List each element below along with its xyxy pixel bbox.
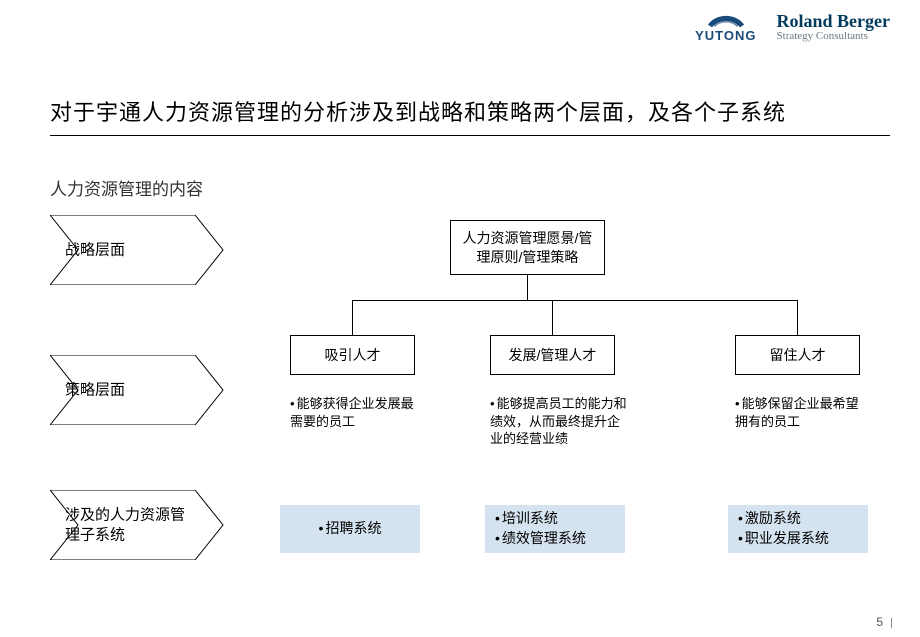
chevron-strategic-label: 战略层面 — [65, 240, 185, 260]
yutong-text: YUTONG — [695, 28, 756, 43]
connector — [797, 300, 798, 335]
system-item: 培训系统 — [495, 509, 615, 529]
header-logos: YUTONG Roland Berger Strategy Consultant… — [695, 10, 890, 43]
system-item: 激励系统 — [738, 509, 858, 529]
connector — [352, 300, 353, 335]
chevron-subsystems-label: 涉及的人力资源管理子系统 — [65, 506, 185, 545]
sysbox-0: 招聘系统 — [280, 505, 420, 553]
connector — [527, 275, 528, 300]
rb-sub: Strategy Consultants — [777, 30, 868, 42]
bullets-0: 能够获得企业发展最需要的员工 — [290, 395, 425, 430]
col-box-1: 发展/管理人才 — [490, 335, 615, 375]
yutong-arc-icon — [706, 10, 746, 28]
connector — [352, 300, 798, 301]
chevron-strategic: 战略层面 — [50, 215, 225, 285]
bullet: 能够保留企业最希望拥有的员工 — [735, 395, 870, 430]
chevron-subsystems: 涉及的人力资源管理子系统 — [50, 490, 225, 560]
chevron-tactical-label: 策略层面 — [65, 380, 185, 400]
bullets-1: 能够提高员工的能力和绩效，从而最终提升企业的经营业绩 — [490, 395, 630, 448]
sysbox-1: 培训系统 绩效管理系统 — [485, 505, 625, 553]
col-box-2: 留住人才 — [735, 335, 860, 375]
system-item: 职业发展系统 — [738, 529, 858, 549]
bullet: 能够提高员工的能力和绩效，从而最终提升企业的经营业绩 — [490, 395, 630, 448]
bullet: 能够获得企业发展最需要的员工 — [290, 395, 425, 430]
chevron-tactical: 策略层面 — [50, 355, 225, 425]
page-title: 对于宇通人力资源管理的分析涉及到战略和策略两个层面，及各个子系统 — [50, 95, 786, 127]
subtitle: 人力资源管理的内容 — [50, 175, 203, 200]
logo-yutong: YUTONG — [695, 10, 756, 43]
rb-main: Roland Berger — [777, 11, 890, 32]
system-item: 绩效管理系统 — [495, 529, 615, 549]
col-box-0: 吸引人才 — [290, 335, 415, 375]
bullets-2: 能够保留企业最希望拥有的员工 — [735, 395, 870, 430]
system-item: 招聘系统 — [319, 519, 382, 539]
root-box: 人力资源管理愿景/管理原则/管理策略 — [450, 220, 605, 275]
logo-roland-berger: Roland Berger Strategy Consultants — [777, 11, 890, 42]
connector — [552, 300, 553, 335]
sysbox-2: 激励系统 职业发展系统 — [728, 505, 868, 553]
page-number: 5 — [876, 615, 892, 629]
title-underline — [50, 135, 890, 136]
